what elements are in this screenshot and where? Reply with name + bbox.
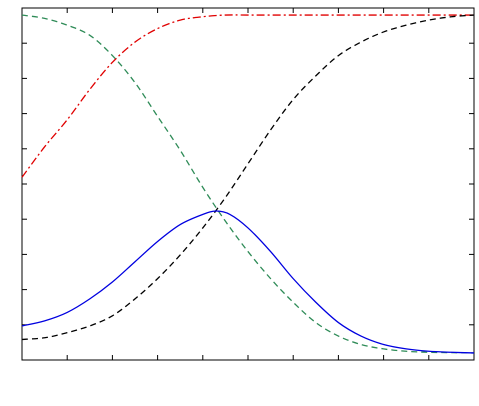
series-line-1 — [21, 14, 474, 178]
series-line-2 — [21, 14, 475, 354]
series-line-4 — [21, 210, 475, 354]
series-line-3 — [21, 14, 475, 341]
plot-frame — [21, 7, 475, 361]
axis-ticks — [22, 8, 474, 360]
series-layer — [21, 14, 475, 354]
